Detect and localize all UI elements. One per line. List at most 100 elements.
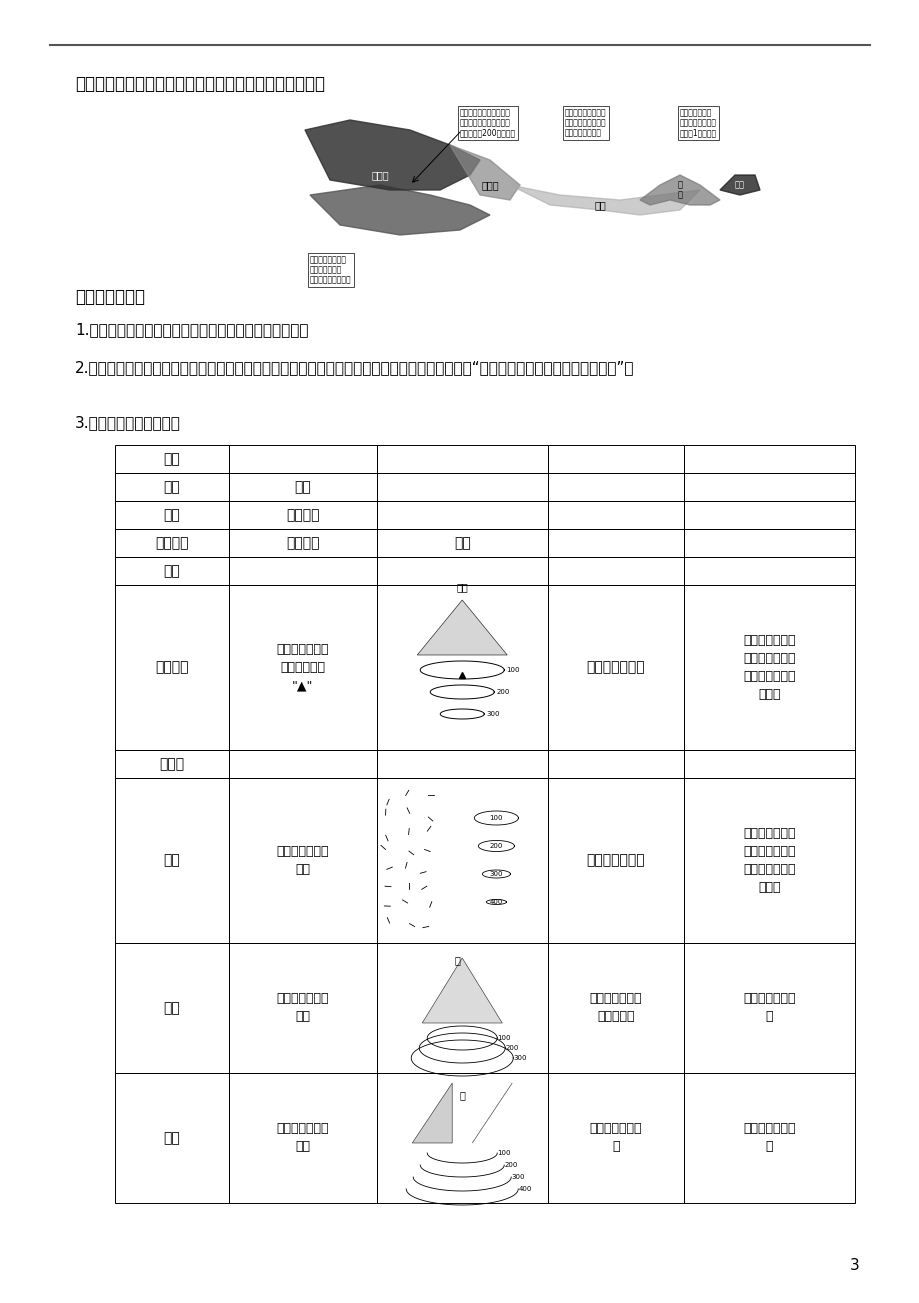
Bar	[115, 529, 229, 556]
Text: 200: 200	[489, 843, 503, 850]
Bar	[115, 556, 229, 585]
Text: 300: 300	[511, 1174, 524, 1181]
Bar	[229, 1072, 377, 1203]
Bar	[115, 778, 229, 943]
Text: （山顶）: （山顶）	[155, 661, 188, 675]
Bar	[229, 751, 377, 778]
Bar	[115, 473, 229, 500]
Text: 闭合曲线，外高
内低: 闭合曲线，外高 内低	[277, 846, 329, 876]
Text: 100: 100	[489, 814, 503, 821]
Bar	[115, 1072, 229, 1203]
Text: 海沟是海底最深
的地方，最大水深
可达到1万多米。: 海沟是海底最深 的地方，最大水深 可达到1万多米。	[679, 108, 716, 138]
Text: 100: 100	[505, 667, 519, 674]
Bar	[684, 1072, 854, 1203]
Text: 地形特征: 地形特征	[286, 536, 319, 550]
Text: 大陆坡: 大陆坡	[481, 180, 498, 190]
Text: 山谷: 山谷	[164, 1131, 180, 1145]
Text: 山顶: 山顶	[456, 582, 468, 592]
Polygon shape	[310, 185, 490, 235]
Bar	[377, 500, 547, 529]
Text: 从山顶到山麓凸
起高峯部分: 从山顶到山麓凸 起高峯部分	[589, 993, 641, 1023]
Text: 300: 300	[489, 870, 503, 877]
Bar	[229, 473, 377, 500]
Bar	[547, 778, 684, 943]
Bar	[229, 556, 377, 585]
Bar	[547, 556, 684, 585]
Bar	[377, 778, 547, 943]
Text: 方法: 方法	[164, 508, 180, 523]
Polygon shape	[412, 1083, 452, 1143]
Text: 谷: 谷	[459, 1091, 465, 1100]
Text: 说明: 说明	[453, 536, 471, 550]
Bar	[684, 778, 854, 943]
Text: 山峰: 山峰	[164, 564, 180, 579]
Text: 闭合曲线，外低
内高，符号为
"▲": 闭合曲线，外低 内高，符号为 "▲"	[277, 642, 329, 692]
Text: 100: 100	[496, 1151, 510, 1156]
Bar	[115, 751, 229, 778]
Text: 山脊之间低洼部
分: 山脊之间低洼部 分	[589, 1122, 641, 1153]
Text: 400: 400	[517, 1186, 531, 1192]
Bar	[684, 446, 854, 473]
Bar	[377, 585, 547, 751]
Text: 1.　在地图上，把海拔相等的点用线连起来，叫等高线。: 1. 在地图上，把海拔相等的点用线连起来，叫等高线。	[75, 322, 308, 337]
Text: 300: 300	[486, 711, 499, 717]
Bar	[684, 751, 854, 778]
Bar	[229, 778, 377, 943]
Text: 大洋中脊是大洋中新
海底诞生的地方，火
山活动比较强烈。: 大洋中脊是大洋中新 海底诞生的地方，火 山活动比较强烈。	[564, 108, 606, 138]
Text: 2.　在等高线地形图中，等高线越密集，地形坡度越降隃；等高线越稀疏，地形坡度越平缓。简记“越密越降越难爬，越稀越缓好走路”。: 2. 在等高线地形图中，等高线越密集，地形坡度越降隃；等高线越稀疏，地形坡度越平…	[75, 360, 634, 375]
Text: 示意图和: 示意图和	[286, 508, 319, 523]
Text: 100: 100	[496, 1035, 510, 1041]
Bar	[377, 1072, 547, 1203]
Text: 三、学看地形图: 三、学看地形图	[75, 288, 145, 306]
Polygon shape	[720, 175, 759, 195]
Text: 等高线凸向高处
连线: 等高线凸向高处 连线	[277, 1122, 329, 1153]
Text: 海底地形包括大陆架、大陆坡、海沟、洋盆、大洋中脊。: 海底地形包括大陆架、大陆坡、海沟、洋盆、大洋中脊。	[75, 76, 324, 93]
Text: 盆地、: 盆地、	[159, 757, 185, 771]
Polygon shape	[471, 1083, 512, 1143]
Polygon shape	[449, 145, 519, 199]
Bar	[229, 585, 377, 751]
Bar	[547, 751, 684, 778]
Bar	[377, 446, 547, 473]
Text: 表示: 表示	[294, 480, 311, 494]
Bar	[547, 943, 684, 1072]
Bar	[547, 1072, 684, 1203]
Text: 中
脊: 中 脊	[676, 180, 682, 199]
Bar	[684, 585, 854, 751]
Text: 300: 300	[513, 1055, 527, 1061]
Text: 部位: 部位	[164, 480, 180, 494]
Bar	[229, 446, 377, 473]
Text: 3: 3	[849, 1257, 859, 1273]
Bar	[229, 529, 377, 556]
Polygon shape	[305, 120, 480, 190]
Bar	[115, 446, 229, 473]
Text: 山地: 山地	[164, 452, 180, 466]
Bar	[547, 500, 684, 529]
Text: 等高线凸向低处
连线: 等高线凸向低处 连线	[277, 993, 329, 1023]
Bar	[684, 500, 854, 529]
Text: 200: 200	[505, 1045, 518, 1052]
Text: 大陆架是陆地向海洋的自
然延伸部分，坡度较缓，
水深一般在200米以内。: 大陆架是陆地向海洋的自 然延伸部分，坡度较缓， 水深一般在200米以内。	[460, 108, 516, 138]
Bar	[377, 529, 547, 556]
Text: 四周低，中间高: 四周低，中间高	[586, 661, 644, 675]
Text: 200: 200	[504, 1162, 517, 1167]
Text: 大陆架: 大陆架	[370, 169, 389, 180]
Bar	[684, 943, 854, 1072]
Bar	[115, 943, 229, 1072]
Text: 山谷线也叫集水
线: 山谷线也叫集水 线	[743, 1122, 795, 1153]
Bar	[377, 473, 547, 500]
Bar	[377, 943, 547, 1072]
Bar	[229, 943, 377, 1072]
Bar	[377, 556, 547, 585]
Polygon shape	[422, 958, 502, 1023]
Text: 四周高，中间低: 四周高，中间低	[586, 853, 644, 868]
Text: 山: 山	[454, 955, 460, 966]
Bar	[229, 500, 377, 529]
Text: 在等高线闭合区
域，等高线数值
由外侧向内侧越
来越大: 在等高线闭合区 域，等高线数值 由外侧向内侧越 来越大	[743, 635, 795, 701]
Bar	[377, 751, 547, 778]
Bar	[684, 556, 854, 585]
Text: 200: 200	[495, 689, 509, 694]
Text: 在等高线闭合区
域，等高线数值
由外侧向内侧越
来越小: 在等高线闭合区 域，等高线数值 由外侧向内侧越 来越小	[743, 827, 795, 894]
Text: 大陆坡是大陆架到
深海的延伸，水
深急剧增至数千米。: 大陆坡是大陆架到 深海的延伸，水 深急剧增至数千米。	[310, 255, 351, 285]
Text: 等高线图: 等高线图	[155, 536, 188, 550]
